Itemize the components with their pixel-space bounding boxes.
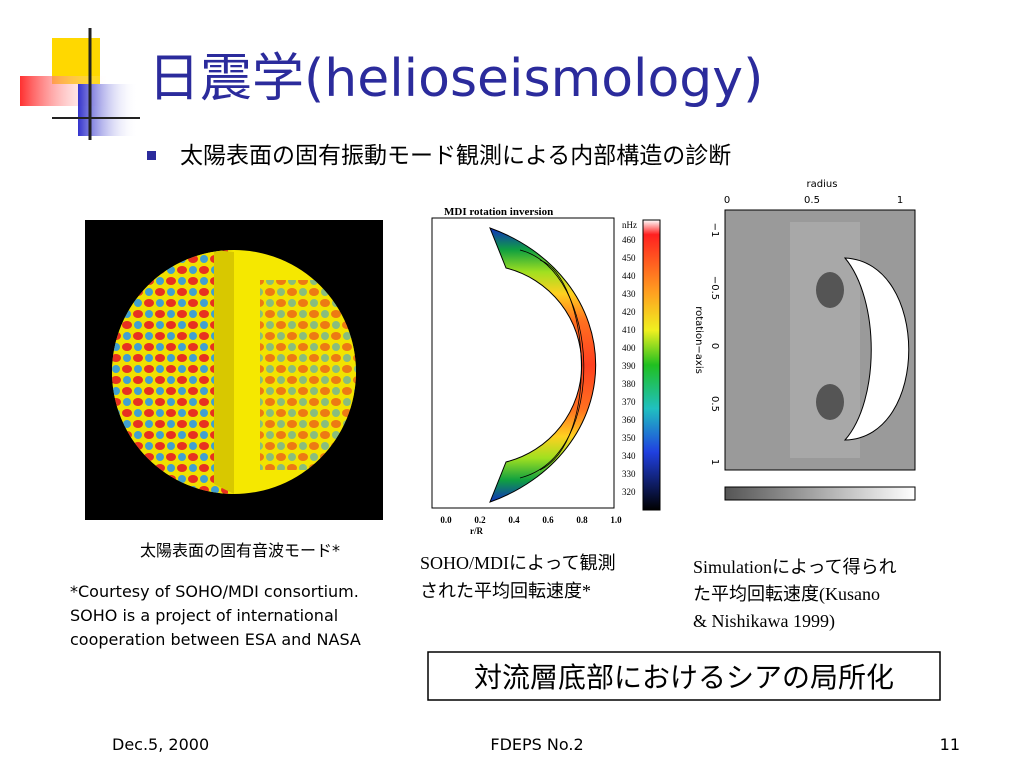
x-tick-label: 0.8 xyxy=(576,515,588,525)
x-tick-label: 0.6 xyxy=(542,515,554,525)
colorbar-tick-label: 320 xyxy=(622,487,636,497)
side-tick-label: 0.5 xyxy=(709,396,720,412)
axis-label: radius xyxy=(807,179,838,190)
top-tick-label: 1 xyxy=(897,195,903,206)
colorbar-tick-label: 430 xyxy=(622,289,636,299)
side-tick-label: 0 xyxy=(709,343,720,349)
figure-caption: された平均回転速度* xyxy=(420,581,591,601)
x-tick-label: 0.2 xyxy=(474,515,486,525)
decoration xyxy=(20,28,140,140)
side-tick-label: 1 xyxy=(709,459,720,465)
colorbar-tick-label: 360 xyxy=(622,415,636,425)
colorbar-tick-label: 450 xyxy=(622,253,636,263)
colorbar-tick-label: 460 xyxy=(622,235,636,245)
x-label: r/R xyxy=(470,526,483,536)
title: 日震学(helioseismology) xyxy=(148,49,763,109)
plot-title: MDI rotation inversion xyxy=(444,206,553,218)
top-tick-label: 0.5 xyxy=(804,195,820,206)
side-tick-label: −0.5 xyxy=(709,276,720,300)
rotation-inversion-image xyxy=(431,217,661,511)
figure-caption: 太陽表面の固有音波モード* xyxy=(140,541,340,560)
bullet-marker xyxy=(147,151,156,160)
conclusion-box xyxy=(427,651,941,701)
bullet-text: 太陽表面の固有振動モード観測による内部構造の診断 xyxy=(180,143,731,169)
x-tick-label: 0.4 xyxy=(508,515,520,525)
conclusion-text: 対流層底部におけるシアの局所化 xyxy=(474,661,894,694)
colorbar-tick-label: 400 xyxy=(622,343,636,353)
colorbar-unit: nHz xyxy=(622,220,637,230)
colorbar-tick-label: 420 xyxy=(622,307,636,317)
colorbar-tick-label: 350 xyxy=(622,433,636,443)
footer-center: FDEPS No.2 xyxy=(490,735,583,754)
colorbar-tick-label: 340 xyxy=(622,451,636,461)
footer-date: Dec.5, 2000 xyxy=(112,735,209,754)
colorbar-tick-label: 330 xyxy=(622,469,636,479)
footer-page: 11 xyxy=(940,735,960,754)
simulation-image xyxy=(724,209,916,501)
figure-caption: Simulationによって得られ xyxy=(693,557,897,577)
colorbar-tick-label: 440 xyxy=(622,271,636,281)
credit-line: cooperation between ESA and NASA xyxy=(70,630,361,649)
x-tick-label: 1.0 xyxy=(610,515,622,525)
credit-line: *Courtesy of SOHO/MDI consortium. xyxy=(70,582,359,601)
axis-label: rotation−axis xyxy=(693,306,704,374)
colorbar-tick-label: 370 xyxy=(622,397,636,407)
figure-caption: た平均回転速度(Kusano xyxy=(693,584,880,605)
side-tick-label: −1 xyxy=(709,223,720,238)
colorbar-tick-label: 410 xyxy=(622,325,636,335)
colorbar-tick-label: 390 xyxy=(622,361,636,371)
colorbar-tick-label: 380 xyxy=(622,379,636,389)
figure-caption: SOHO/MDIによって観測 xyxy=(420,553,616,573)
top-tick-label: 0 xyxy=(724,195,730,206)
figure-caption: & Nishikawa 1999) xyxy=(693,611,835,632)
credit-line: SOHO is a project of international xyxy=(70,606,338,625)
sun-mode-image xyxy=(85,220,383,520)
x-tick-label: 0.0 xyxy=(440,515,452,525)
